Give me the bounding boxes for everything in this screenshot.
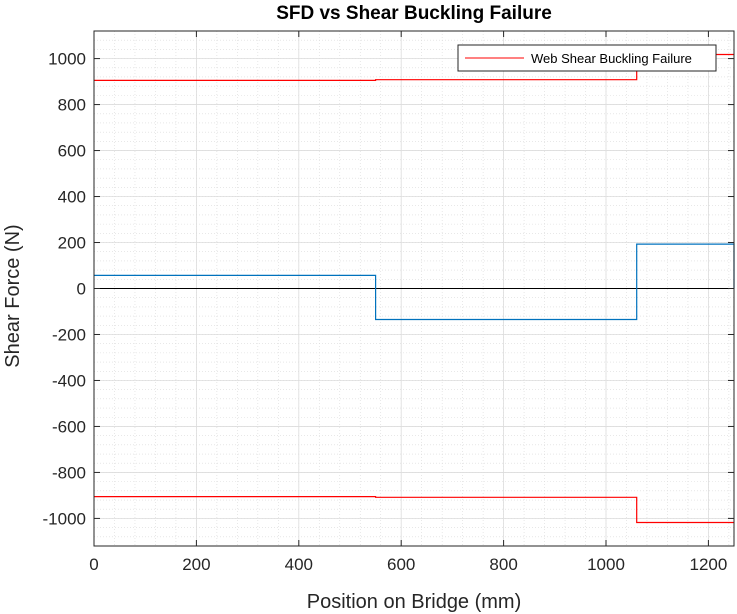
y-tick-label: 600	[58, 142, 86, 161]
x-tick-label: 600	[387, 555, 415, 574]
y-ticks: -1000 -800 -600 -400 -200 0 200 400 600 800 1000	[43, 50, 734, 528]
y-tick-label: -200	[52, 325, 86, 344]
legend-label-web-shear-buckling: Web Shear Buckling Failure	[531, 51, 692, 66]
y-tick-label: 1000	[48, 50, 86, 69]
y-axis-label: Shear Force (N)	[2, 224, 24, 367]
x-tick-label: 1000	[587, 555, 625, 574]
series-line-buckling-lower	[94, 496, 734, 524]
x-tick-label: 400	[285, 555, 313, 574]
y-tick-label: 400	[58, 188, 86, 207]
y-tick-label: -400	[52, 371, 86, 390]
y-tick-label: 800	[58, 96, 86, 115]
y-tick-label: -800	[52, 463, 86, 482]
x-tick-label: 1200	[689, 555, 727, 574]
chart-title: SFD vs Shear Buckling Failure	[276, 3, 552, 24]
y-tick-label: 200	[58, 234, 86, 253]
y-tick-label: -600	[52, 417, 86, 436]
x-tick-label: 0	[89, 555, 98, 574]
x-tick-label: 200	[182, 555, 210, 574]
y-tick-label: 0	[77, 280, 86, 299]
x-ticks: 0 200 400 600 800 1000 1200	[89, 31, 727, 574]
x-tick-label: 800	[489, 555, 517, 574]
x-axis-label: Position on Bridge (mm)	[307, 591, 522, 613]
legend[interactable]: Web Shear Buckling Failure	[457, 44, 717, 72]
y-tick-label: -1000	[43, 509, 86, 528]
